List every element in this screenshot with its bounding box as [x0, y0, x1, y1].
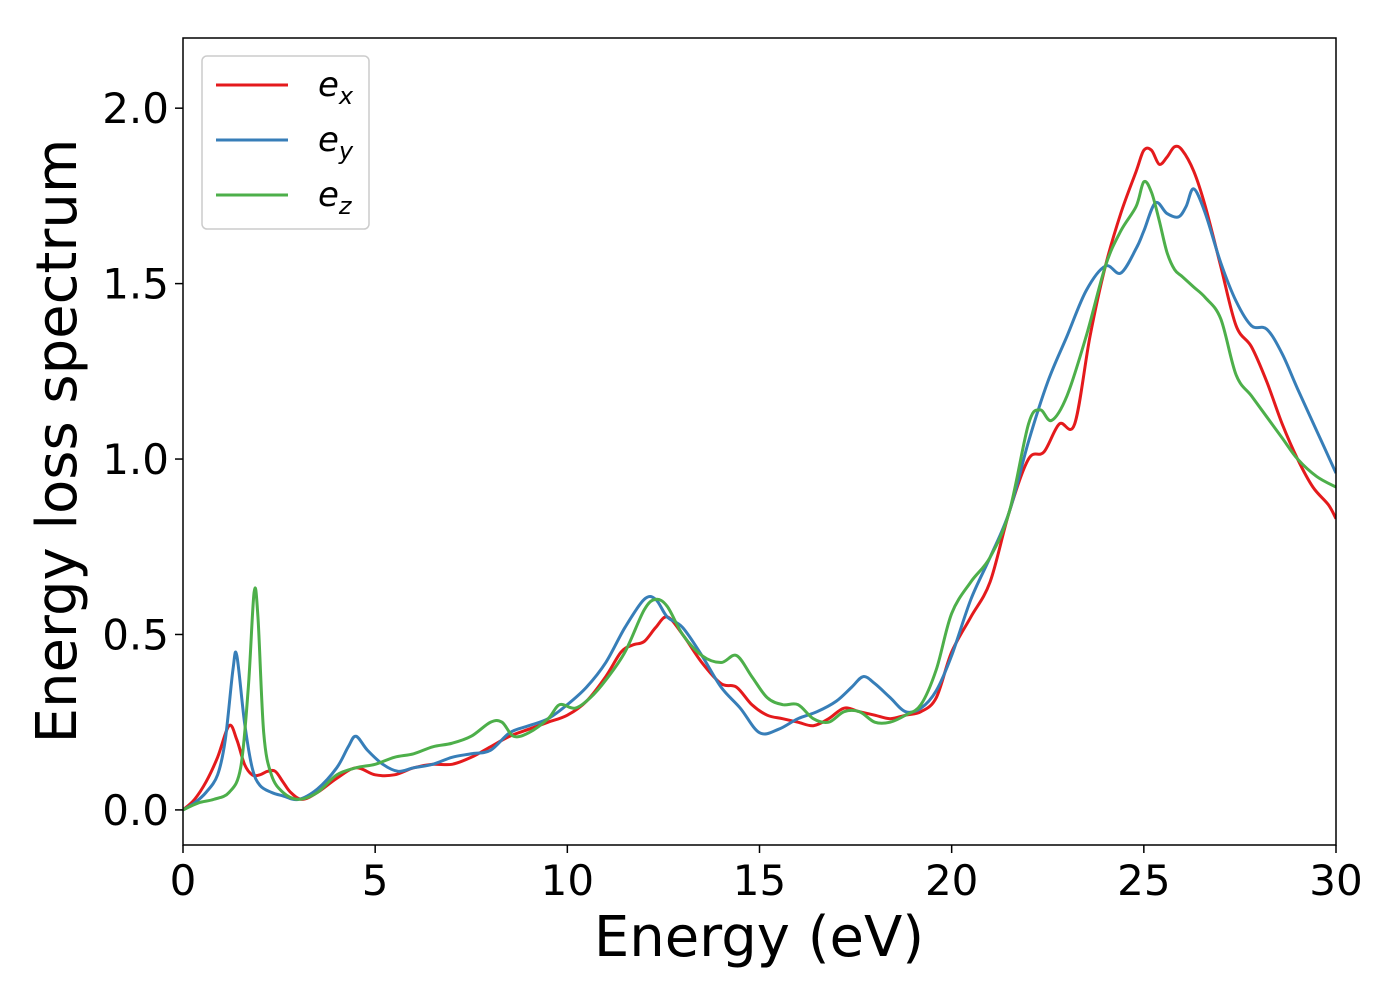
legend-box: [201, 55, 370, 230]
y-tick-label: 0.0: [102, 786, 169, 835]
series-layer: [183, 144, 1336, 812]
x-tick-label: 30: [1309, 856, 1362, 905]
x-tick-label: 20: [925, 856, 978, 905]
x-tick-label: 15: [733, 856, 786, 905]
x-tick-label: 25: [1117, 856, 1170, 905]
series-line-e-y: [183, 187, 1336, 812]
series-line-e-z: [183, 179, 1336, 812]
legend-label-e-y: ey: [318, 120, 354, 165]
x-tick-label: 10: [541, 856, 594, 905]
y-axis: 0.0 0.5 1.0 1.5 2.0: [102, 84, 183, 835]
y-tick-label: 1.0: [102, 435, 169, 484]
y-tick-label: 2.0: [102, 84, 169, 133]
x-axis: 0 5 10 15 20 25 30: [170, 845, 1363, 905]
legend-label-e-z: ez: [318, 175, 353, 220]
y-tick-label: 1.5: [102, 260, 169, 309]
y-tick-label: 0.5: [102, 610, 169, 659]
legend-label-e-x: ex: [318, 65, 354, 110]
y-axis-title: Energy loss spectrum: [25, 139, 90, 744]
x-tick-label: 5: [362, 856, 389, 905]
x-axis-title: Energy (eV): [594, 905, 924, 970]
legend: ex ey ez: [201, 55, 370, 230]
x-tick-label: 0: [170, 856, 197, 905]
